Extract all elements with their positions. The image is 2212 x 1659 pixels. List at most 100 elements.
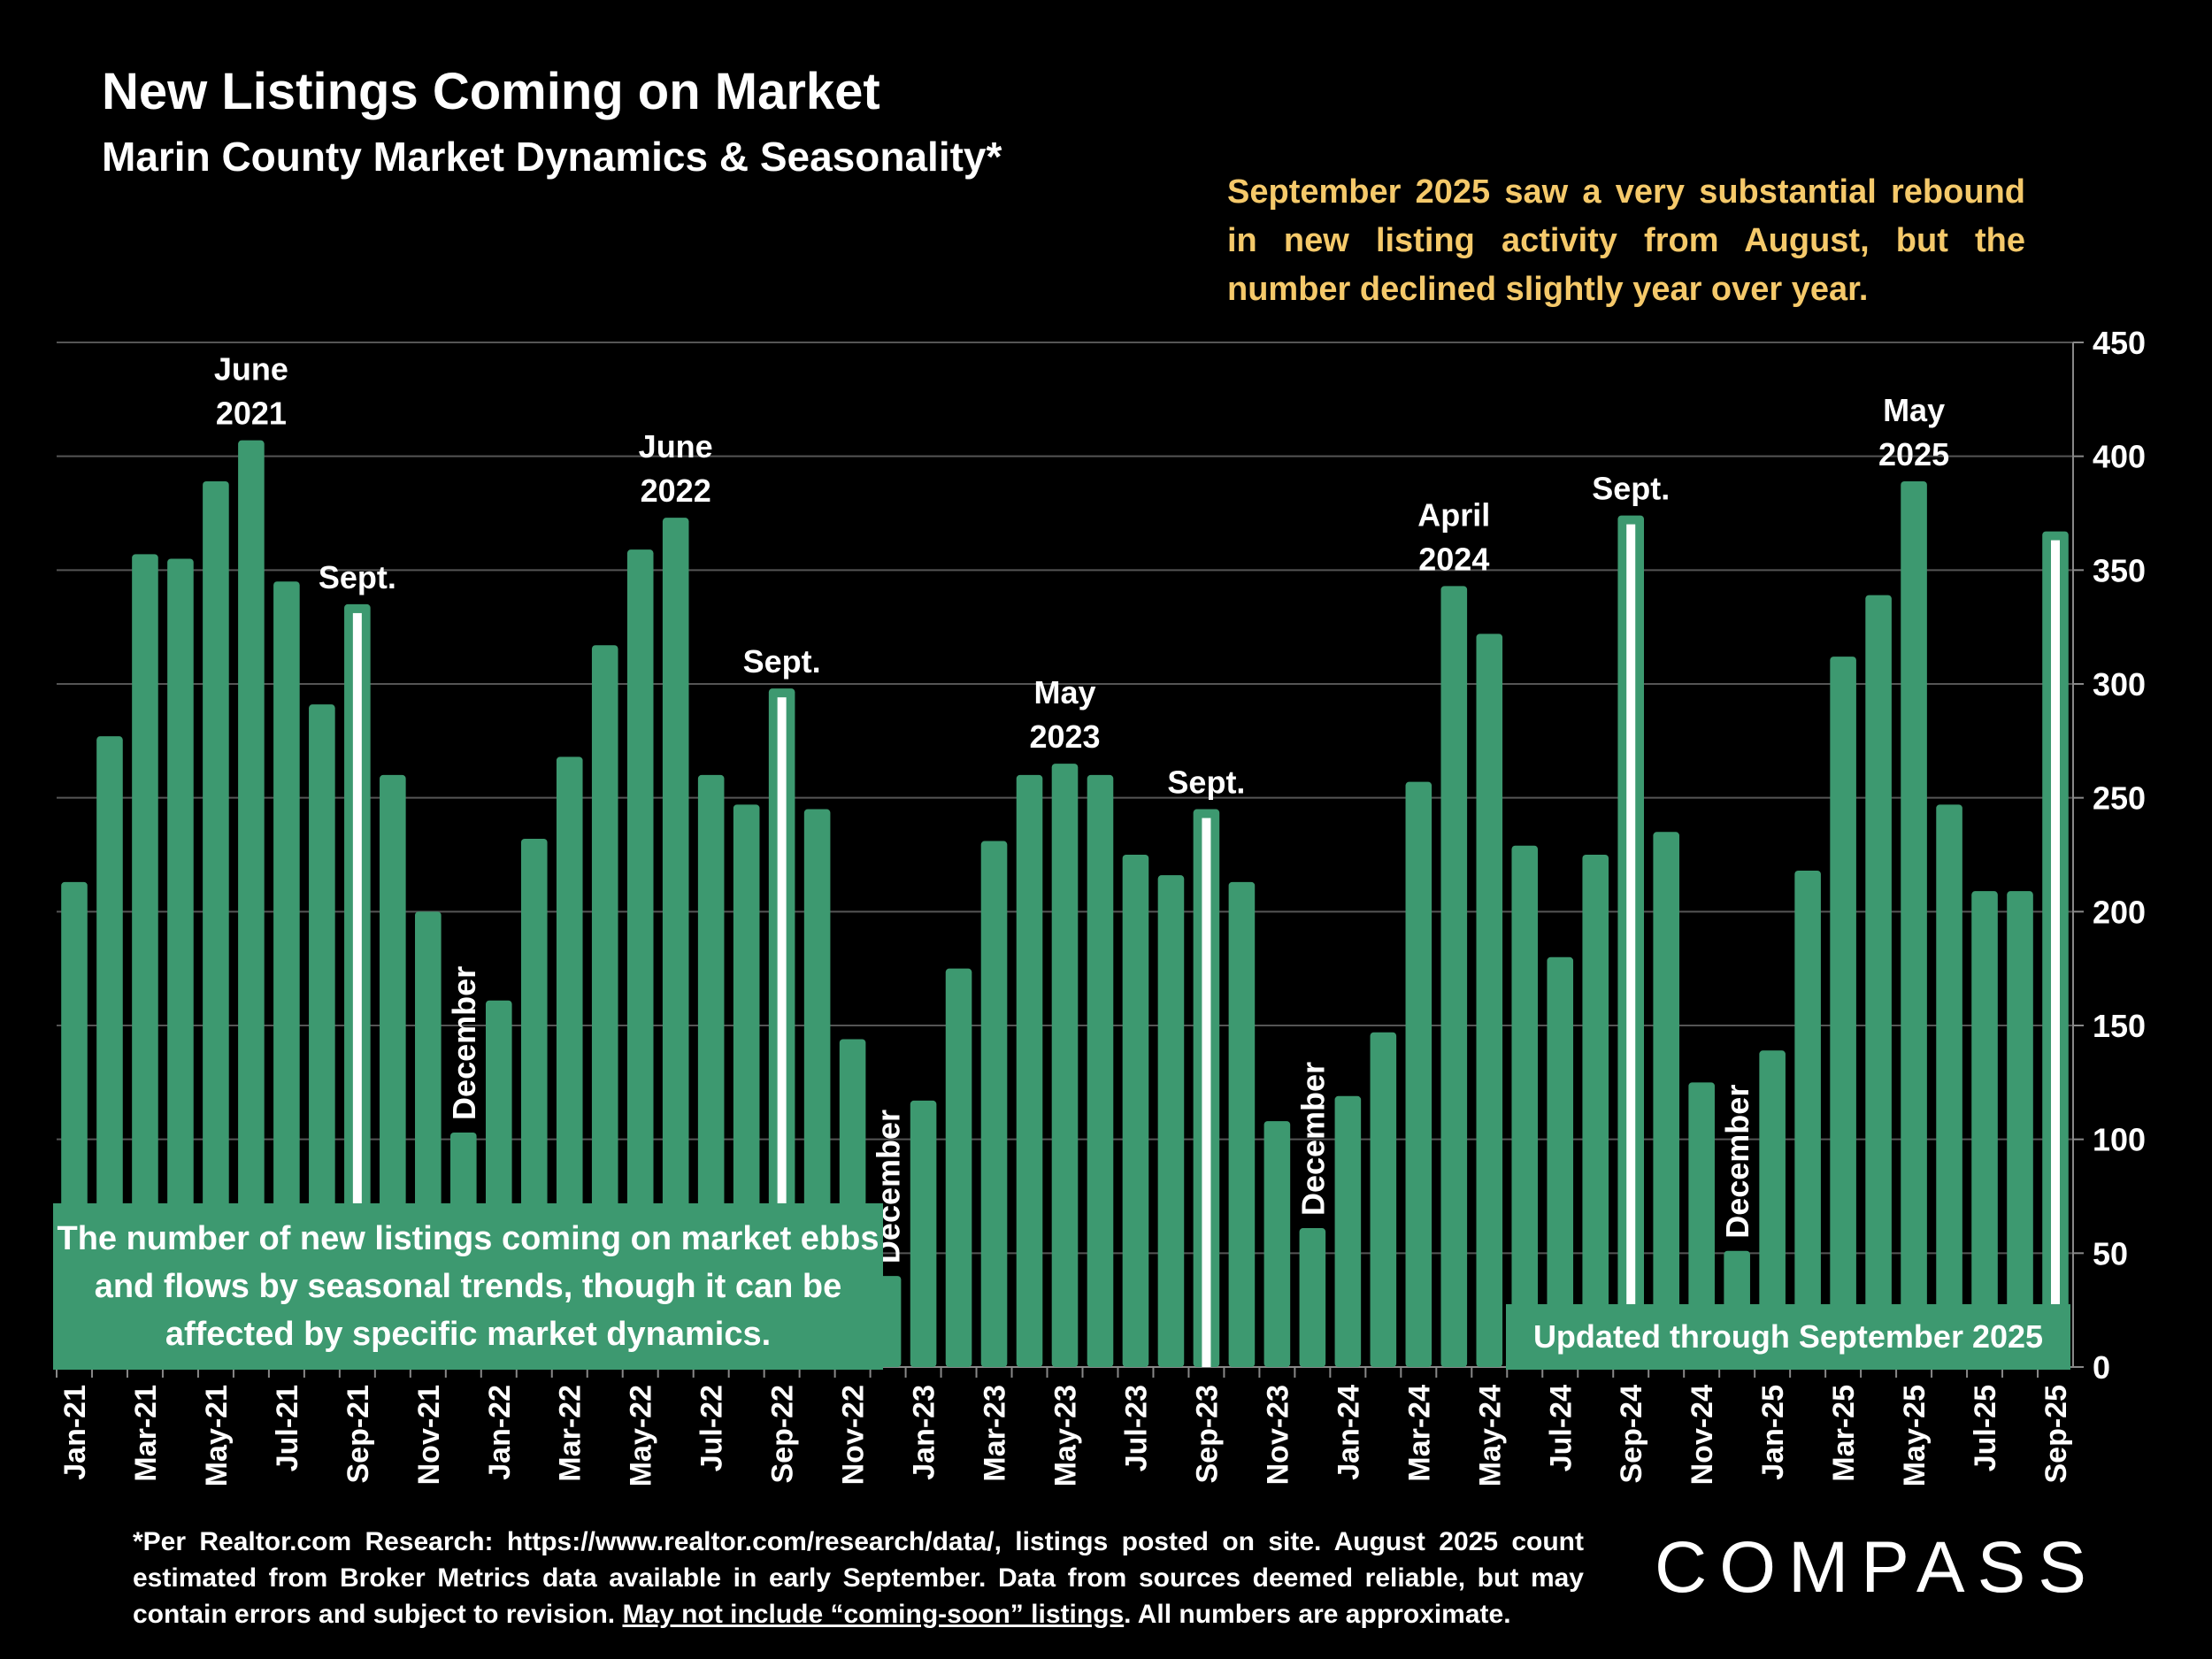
x-tick-label: Sep-25 — [2039, 1385, 2073, 1484]
bar-Apr-23 — [1016, 774, 1043, 1367]
bar-Aug-25 — [2007, 891, 2033, 1367]
bar-Mar-21 — [132, 554, 158, 1367]
bar-Mar-25 — [1830, 657, 1856, 1367]
x-tick-label: Nov-23 — [1261, 1385, 1294, 1485]
highlight-stripe-Sep-22 — [777, 697, 787, 1367]
bar-Aug-21 — [309, 704, 335, 1367]
x-tick-label: Mar-23 — [979, 1385, 1012, 1482]
info-box: The number of new listings coming on mar… — [53, 1203, 883, 1370]
bar-Jun-21 — [238, 440, 265, 1367]
bar-Apr-21 — [167, 558, 194, 1367]
footnote-underlined: May not include “coming-soon” listings — [622, 1600, 1125, 1629]
x-tick-label: Mar-21 — [129, 1385, 163, 1482]
bar-Apr-25 — [1865, 595, 1892, 1367]
x-tick-label: Jan-22 — [483, 1385, 517, 1480]
bar-May-25 — [1901, 480, 1927, 1367]
y-tick-label: 100 — [2093, 1122, 2146, 1158]
x-tick-label: Jul-23 — [1119, 1385, 1153, 1471]
x-tick-label: Mar-24 — [1402, 1385, 1436, 1482]
bar-Aug-24 — [1582, 855, 1609, 1367]
x-tick-label: Nov-21 — [412, 1385, 446, 1485]
bar-Apr-24 — [1440, 586, 1468, 1367]
y-tick-label: 0 — [2093, 1349, 2110, 1386]
bar-Jun-25 — [1936, 804, 1962, 1367]
x-tick-label: May-21 — [200, 1385, 234, 1486]
x-tick-label: May-25 — [1898, 1385, 1932, 1486]
y-tick-label: 450 — [2093, 325, 2146, 361]
updated-text: Updated through September 2025 — [1532, 1318, 2044, 1355]
annotation-label: Sept. — [743, 643, 821, 680]
annotation-label: May — [1033, 674, 1095, 710]
annotation-label: May — [1883, 392, 1945, 428]
annotation-label: June — [639, 428, 713, 465]
y-tick-label: 150 — [2093, 1008, 2146, 1044]
chart-title: New Listings Coming on Market — [102, 63, 880, 120]
highlight-stripe-Sep-23 — [1202, 818, 1211, 1367]
highlight-stripe-Sep-25 — [2051, 540, 2061, 1367]
annotation-label: December — [1719, 1085, 1755, 1239]
annotation-label: Sept. — [1167, 764, 1245, 801]
compass-logo: COMPASS — [1655, 1527, 2099, 1608]
x-tick-label: Jan-23 — [908, 1385, 941, 1480]
annotation-label: 2025 — [1878, 436, 1949, 472]
footnote: *Per Realtor.com Research: https://www.r… — [133, 1524, 1584, 1632]
y-tick-label: 300 — [2093, 666, 2146, 703]
y-tick-label: 400 — [2093, 439, 2146, 475]
x-tick-label: Jul-24 — [1544, 1385, 1578, 1471]
bar-Jan-23 — [910, 1100, 937, 1367]
annotation-label: 2023 — [1029, 718, 1100, 755]
bar-Jun-22 — [662, 518, 689, 1367]
bar-Nov-24 — [1688, 1082, 1715, 1367]
x-tick-label: May-22 — [625, 1385, 658, 1486]
bar-Nov-23 — [1263, 1121, 1291, 1367]
annotation-label: 2024 — [1418, 541, 1489, 577]
bar-Feb-24 — [1370, 1032, 1397, 1367]
bar-May-21 — [203, 480, 229, 1367]
annotation-label: April — [1417, 496, 1490, 533]
y-tick-label: 350 — [2093, 552, 2146, 588]
bar-Dec-23 — [1299, 1228, 1326, 1367]
bar-Oct-24 — [1653, 832, 1679, 1367]
highlight-stripe-Sep-24 — [1626, 524, 1636, 1367]
bar-May-23 — [1051, 764, 1079, 1367]
y-tick-label: 50 — [2093, 1235, 2128, 1271]
annotation-label: Sept. — [1592, 471, 1670, 507]
x-tick-label: Jul-21 — [271, 1385, 304, 1471]
x-tick-label: Nov-24 — [1686, 1385, 1719, 1485]
bar-Feb-25 — [1794, 871, 1821, 1367]
annotation-label: Sept. — [319, 559, 396, 595]
bar-Mar-23 — [980, 841, 1008, 1367]
bar-Jul-25 — [1971, 891, 1998, 1367]
x-tick-label: Sep-22 — [766, 1385, 800, 1484]
bar-Feb-23 — [945, 968, 972, 1367]
bar-Jan-24 — [1334, 1095, 1362, 1367]
bar-Jun-23 — [1087, 774, 1114, 1367]
annotation-label: December — [1294, 1062, 1331, 1216]
x-tick-label: Nov-22 — [837, 1385, 871, 1485]
footnote-part2: . All numbers are approximate. — [1124, 1600, 1511, 1629]
x-tick-label: Jul-22 — [695, 1385, 729, 1471]
bar-May-22 — [626, 549, 654, 1367]
x-tick-label: Mar-25 — [1827, 1385, 1861, 1482]
bar-Oct-23 — [1228, 881, 1256, 1367]
y-tick-label: 200 — [2093, 894, 2146, 930]
bar-Jul-21 — [273, 581, 300, 1367]
footnote-part1: *Per Realtor.com Research: https://www.r… — [133, 1527, 1584, 1629]
bar-Jul-24 — [1547, 956, 1574, 1367]
y-tick-label: 250 — [2093, 780, 2146, 817]
x-tick-label: May-23 — [1049, 1385, 1083, 1486]
x-tick-label: Sep-23 — [1190, 1385, 1224, 1484]
x-tick-label: Jan-25 — [1756, 1385, 1790, 1480]
bar-Jun-24 — [1511, 845, 1539, 1367]
annotation-label: June — [214, 351, 288, 388]
annotation-label: 2021 — [216, 396, 287, 432]
bar-Mar-24 — [1405, 781, 1432, 1367]
x-tick-label: May-24 — [1473, 1385, 1507, 1486]
annotation-label: December — [446, 966, 482, 1120]
bar-Aug-23 — [1157, 875, 1185, 1367]
bar-Jul-23 — [1122, 855, 1149, 1367]
highlight-stripe-Sep-21 — [352, 612, 362, 1367]
bar-Jan-25 — [1759, 1050, 1786, 1367]
x-tick-label: Jan-24 — [1332, 1385, 1365, 1480]
